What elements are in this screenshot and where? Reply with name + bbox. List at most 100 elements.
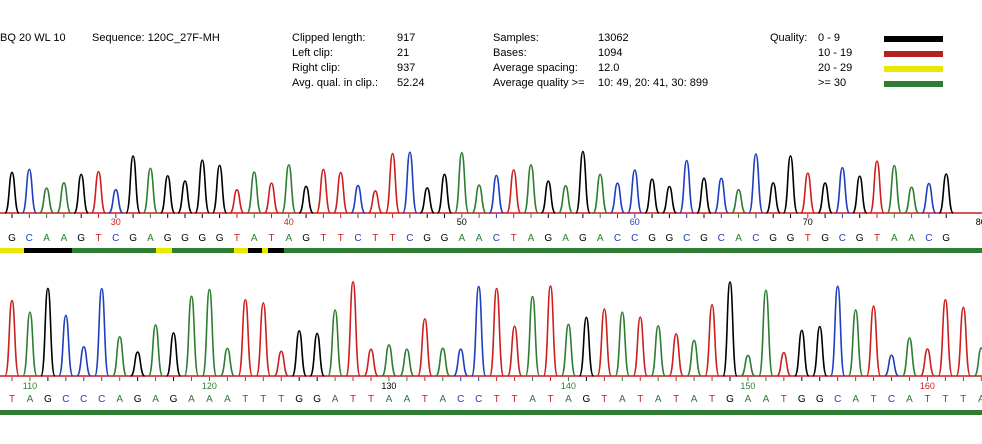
base-call[interactable]: C <box>406 233 413 244</box>
base-call[interactable]: C <box>354 233 361 244</box>
base-call[interactable]: T <box>874 233 880 244</box>
base-call[interactable]: G <box>579 233 587 244</box>
base-call[interactable]: A <box>619 394 626 405</box>
base-call[interactable]: A <box>978 394 982 405</box>
base-call[interactable]: A <box>188 394 195 405</box>
base-call[interactable]: A <box>565 394 572 405</box>
base-call[interactable]: A <box>251 233 258 244</box>
base-call[interactable]: A <box>655 394 662 405</box>
base-call[interactable]: A <box>562 233 569 244</box>
base-call[interactable]: T <box>390 233 396 244</box>
base-call[interactable]: G <box>726 394 734 405</box>
base-call[interactable]: A <box>147 233 154 244</box>
base-call[interactable]: C <box>475 394 482 405</box>
base-call[interactable]: C <box>839 233 846 244</box>
base-call[interactable]: A <box>691 394 698 405</box>
base-call[interactable]: T <box>805 233 811 244</box>
base-call[interactable]: G <box>181 233 189 244</box>
base-call[interactable]: T <box>942 394 948 405</box>
base-call[interactable]: A <box>206 394 213 405</box>
base-call[interactable]: C <box>925 233 932 244</box>
base-call[interactable]: C <box>80 394 87 405</box>
base-call[interactable]: A <box>116 394 123 405</box>
base-call[interactable]: G <box>700 233 708 244</box>
base-call[interactable]: A <box>908 233 915 244</box>
base-call[interactable]: A <box>386 394 393 405</box>
base-call[interactable]: G <box>129 233 137 244</box>
base-call[interactable]: T <box>709 394 715 405</box>
base-call[interactable]: A <box>458 233 465 244</box>
base-call[interactable]: G <box>798 394 806 405</box>
base-call[interactable]: C <box>112 233 119 244</box>
base-call[interactable]: A <box>404 394 411 405</box>
base-call[interactable]: A <box>906 394 913 405</box>
base-call[interactable]: T <box>9 394 15 405</box>
base-call[interactable]: A <box>735 233 742 244</box>
base-call[interactable]: G <box>821 233 829 244</box>
base-call[interactable]: C <box>98 394 105 405</box>
base-call[interactable]: C <box>493 233 500 244</box>
base-call[interactable]: A <box>529 394 536 405</box>
base-call[interactable]: C <box>683 233 690 244</box>
base-call[interactable]: A <box>891 233 898 244</box>
base-call[interactable]: A <box>763 394 770 405</box>
base-call[interactable]: T <box>960 394 966 405</box>
base-call[interactable]: A <box>27 394 34 405</box>
base-call[interactable]: T <box>547 394 553 405</box>
base-call[interactable]: T <box>924 394 930 405</box>
base-call[interactable]: G <box>942 233 950 244</box>
base-call[interactable]: A <box>285 233 292 244</box>
base-call[interactable]: G <box>77 233 85 244</box>
base-call[interactable]: T <box>368 394 374 405</box>
base-call[interactable]: T <box>494 394 500 405</box>
base-call[interactable]: G <box>302 233 310 244</box>
base-call[interactable]: G <box>583 394 591 405</box>
base-call[interactable]: G <box>423 233 431 244</box>
base-call[interactable]: T <box>781 394 787 405</box>
base-call[interactable]: A <box>152 394 159 405</box>
base-call[interactable]: C <box>614 233 621 244</box>
base-call[interactable]: G <box>769 233 777 244</box>
base-call[interactable]: T <box>338 233 344 244</box>
base-call[interactable]: G <box>666 233 674 244</box>
base-call[interactable]: A <box>332 394 339 405</box>
base-call[interactable]: A <box>528 233 535 244</box>
base-call[interactable]: A <box>597 233 604 244</box>
base-call[interactable]: T <box>320 233 326 244</box>
base-call[interactable]: G <box>856 233 864 244</box>
base-call[interactable]: A <box>852 394 859 405</box>
base-call[interactable]: C <box>888 394 895 405</box>
base-call[interactable]: C <box>834 394 841 405</box>
base-call[interactable]: T <box>242 394 248 405</box>
base-call[interactable]: C <box>26 233 33 244</box>
base-call[interactable]: C <box>631 233 638 244</box>
base-call[interactable]: T <box>601 394 607 405</box>
base-call[interactable]: A <box>61 233 68 244</box>
base-call[interactable]: G <box>44 394 52 405</box>
base-call[interactable]: T <box>260 394 266 405</box>
base-call[interactable]: G <box>295 394 303 405</box>
base-call[interactable]: T <box>637 394 643 405</box>
base-call[interactable]: A <box>476 233 483 244</box>
base-call[interactable]: T <box>350 394 356 405</box>
base-call[interactable]: G <box>787 233 795 244</box>
base-call[interactable]: C <box>752 233 759 244</box>
base-call[interactable]: T <box>234 233 240 244</box>
base-call[interactable]: G <box>648 233 656 244</box>
base-call[interactable]: G <box>198 233 206 244</box>
base-call[interactable]: G <box>441 233 449 244</box>
base-call[interactable]: A <box>439 394 446 405</box>
base-call[interactable]: G <box>134 394 142 405</box>
base-call[interactable]: G <box>313 394 321 405</box>
base-call[interactable]: T <box>871 394 877 405</box>
base-call[interactable]: T <box>512 394 518 405</box>
base-call[interactable]: C <box>718 233 725 244</box>
base-call[interactable]: C <box>457 394 464 405</box>
base-call[interactable]: G <box>8 233 16 244</box>
base-call[interactable]: T <box>95 233 101 244</box>
base-call[interactable]: G <box>216 233 224 244</box>
base-call[interactable]: G <box>170 394 178 405</box>
base-call[interactable]: T <box>268 233 274 244</box>
base-call[interactable]: T <box>673 394 679 405</box>
